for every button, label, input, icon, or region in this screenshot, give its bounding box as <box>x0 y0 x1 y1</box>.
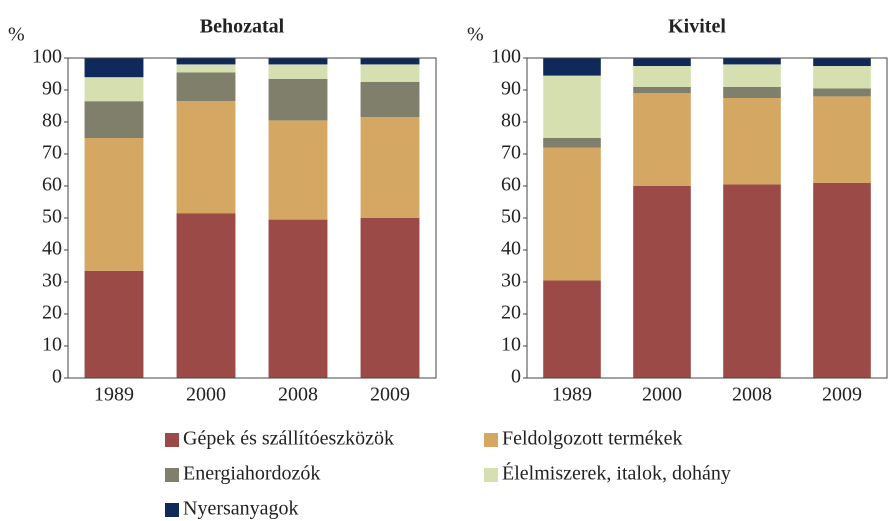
bar-segment <box>268 64 328 79</box>
x-tick-label: 2008 <box>278 384 318 406</box>
bar-segment <box>813 182 871 378</box>
bar-segment <box>633 86 691 94</box>
x-tick-label: 2000 <box>642 384 682 406</box>
panel-title: Behozatal <box>200 16 285 38</box>
bar-segment <box>176 101 236 214</box>
bar-segment <box>176 213 236 378</box>
bar-segment <box>84 77 144 102</box>
bar-segment <box>360 64 420 82</box>
bar-segment <box>633 93 691 186</box>
legend-label: Gépek és szállítóeszközök <box>183 428 394 450</box>
y-tick-label: 100 <box>491 46 521 68</box>
bar-segment <box>723 184 781 378</box>
y-tick-label: 50 <box>42 206 62 228</box>
bar-segment <box>543 280 601 378</box>
bar-segment <box>633 186 691 378</box>
x-tick-label: 2009 <box>822 384 862 406</box>
bar-segment <box>176 72 236 102</box>
bar-segment <box>813 58 871 66</box>
y-tick-label: 0 <box>511 366 521 388</box>
legend-swatch <box>484 433 498 447</box>
bar-segment <box>723 58 781 65</box>
bar-segment <box>633 58 691 66</box>
y-tick-label: 80 <box>501 110 521 132</box>
legend-label: Energiahordozók <box>183 463 320 485</box>
bar-segment <box>543 58 601 76</box>
bar-segment <box>268 78 328 121</box>
bar-segment <box>360 82 420 118</box>
x-tick-label: 2008 <box>732 384 772 406</box>
bar-segment <box>633 66 691 87</box>
y-tick-label: 70 <box>42 142 62 164</box>
bar-segment <box>543 147 601 281</box>
y-tick-label: 10 <box>501 334 521 356</box>
y-tick-label: 80 <box>42 110 62 132</box>
y-axis-label: % <box>467 24 484 46</box>
y-tick-label: 30 <box>501 270 521 292</box>
bar-segment <box>84 101 144 138</box>
bar-segment <box>176 64 236 73</box>
y-tick-label: 30 <box>42 270 62 292</box>
y-tick-label: 40 <box>42 238 62 260</box>
panel-title: Kivitel <box>668 16 726 38</box>
y-tick-label: 50 <box>501 206 521 228</box>
bar-segment <box>268 219 328 378</box>
y-axis-label: % <box>8 24 25 46</box>
bar-segment <box>84 270 144 378</box>
x-tick-label: 1989 <box>94 384 134 406</box>
legend-swatch <box>165 503 179 517</box>
y-tick-label: 0 <box>52 366 62 388</box>
y-tick-label: 20 <box>501 302 521 324</box>
bar-segment <box>543 138 601 148</box>
bar-segment <box>813 88 871 97</box>
legend-label: Feldolgozott termékek <box>502 428 683 450</box>
y-tick-label: 60 <box>42 174 62 196</box>
bar-segment <box>360 218 420 378</box>
y-tick-label: 90 <box>42 78 62 100</box>
bar-segment <box>268 120 328 220</box>
legend-swatch <box>165 468 179 482</box>
y-tick-label: 20 <box>42 302 62 324</box>
y-tick-label: 60 <box>501 174 521 196</box>
bar-segment <box>723 64 781 87</box>
legend-swatch <box>484 468 498 482</box>
y-tick-label: 10 <box>42 334 62 356</box>
bar-segment <box>360 58 420 65</box>
x-tick-label: 2009 <box>370 384 410 406</box>
y-tick-label: 90 <box>501 78 521 100</box>
y-tick-label: 100 <box>32 46 62 68</box>
legend-swatch <box>165 433 179 447</box>
bar-segment <box>813 96 871 183</box>
legend-label: Nyersanyagok <box>183 498 299 520</box>
bar-segment <box>813 66 871 89</box>
x-tick-label: 2000 <box>186 384 226 406</box>
bar-segment <box>543 75 601 138</box>
bar-segment <box>176 58 236 65</box>
bar-segment <box>360 117 420 218</box>
bar-segment <box>268 58 328 65</box>
legend-label: Élelmiszerek, italok, dohány <box>502 462 731 485</box>
y-tick-label: 40 <box>501 238 521 260</box>
plot-frame <box>526 57 888 379</box>
y-tick-label: 70 <box>501 142 521 164</box>
bar-segment <box>84 58 144 78</box>
bar-segment <box>84 138 144 271</box>
bar-segment <box>723 86 781 98</box>
x-tick-label: 1989 <box>552 384 592 406</box>
plot-frame <box>67 57 437 379</box>
bar-segment <box>723 98 781 185</box>
